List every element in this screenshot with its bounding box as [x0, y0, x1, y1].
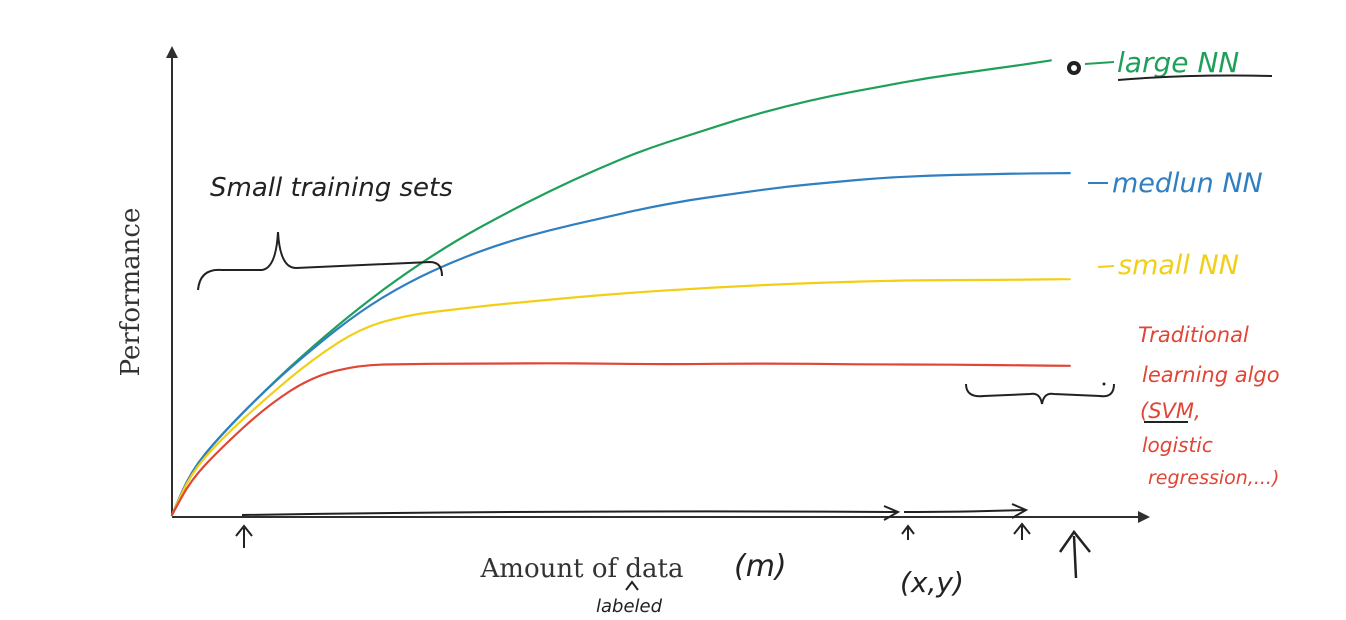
data-range-arrow-2	[903, 509, 1025, 513]
x-axis-title: Amount of data	[480, 554, 684, 584]
large-nn-connector	[1084, 61, 1115, 65]
series-layer	[170, 59, 1071, 517]
traditional-label-line2: learning algo	[1142, 363, 1280, 387]
series-label-small-nn: small NN	[1118, 250, 1239, 281]
large-up-arrow	[1058, 529, 1091, 579]
mid-up-arrow	[1013, 522, 1031, 540]
m-label: (m)	[734, 549, 787, 584]
data-range-arrow	[241, 510, 897, 516]
small-nn-connector	[1097, 265, 1115, 268]
brace-dot	[1102, 382, 1106, 386]
series-line-2	[170, 278, 1071, 517]
small-data-up-arrow	[235, 524, 253, 548]
traditional-label-line4: logistic	[1142, 433, 1213, 457]
data-range-arrowhead	[883, 505, 901, 521]
labeled-label: labeled	[596, 596, 663, 617]
small-training-sets-label: Small training sets	[210, 173, 453, 203]
large-data-brace	[965, 383, 1115, 405]
series-line-3	[170, 362, 1071, 517]
series-label-medium-nn: medlun NN	[1112, 168, 1263, 199]
y-axis-title: Performance	[116, 208, 146, 377]
xy-label: (x,y)	[900, 566, 964, 599]
large-nn-underline	[1117, 74, 1273, 81]
series-line-1	[170, 172, 1071, 517]
traditional-label-line3: (SVM,	[1140, 399, 1201, 423]
large-nn-endpoint-dot-inner	[1071, 65, 1077, 71]
series-line-0	[170, 59, 1052, 517]
labeled-caret	[625, 580, 639, 591]
traditional-label-line5: regression,...)	[1148, 467, 1279, 489]
data-range-arrowhead-2	[1011, 503, 1029, 519]
traditional-label-line1: Traditional	[1138, 323, 1249, 347]
xy-up-arrow	[901, 524, 915, 540]
series-label-large-nn: large NN	[1117, 46, 1239, 79]
small-training-sets-brace	[197, 231, 443, 291]
